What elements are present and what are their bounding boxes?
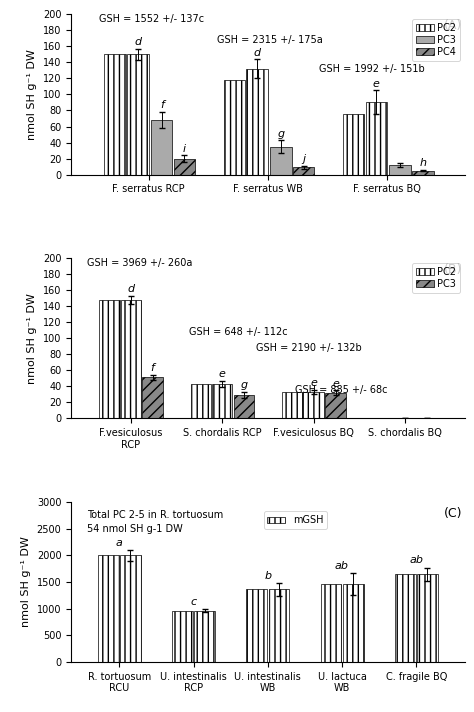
Text: c: c — [191, 597, 197, 607]
Bar — [293, 167, 314, 174]
Text: b: b — [264, 571, 272, 581]
Text: e: e — [332, 379, 339, 389]
Text: (A): (A) — [444, 19, 463, 32]
Text: d: d — [134, 37, 141, 47]
Text: e: e — [219, 369, 226, 379]
Bar — [412, 171, 434, 174]
Text: Total PC 2-5 in R. tortuosum: Total PC 2-5 in R. tortuosum — [87, 510, 223, 520]
Bar — [191, 384, 211, 419]
Bar — [246, 590, 267, 662]
Text: GSH = 3969 +/- 260a: GSH = 3969 +/- 260a — [87, 258, 192, 268]
Text: a: a — [116, 538, 123, 548]
Bar — [390, 165, 411, 174]
Bar — [120, 300, 141, 419]
Text: (C): (C) — [444, 507, 463, 520]
Bar — [270, 147, 292, 174]
Bar — [417, 575, 438, 662]
Text: GSH = 1992 +/- 151b: GSH = 1992 +/- 151b — [319, 64, 425, 74]
Bar — [194, 611, 215, 662]
Bar — [127, 54, 148, 174]
Text: GSH = 2315 +/- 175a: GSH = 2315 +/- 175a — [217, 35, 322, 45]
Legend: PC2, PC3: PC2, PC3 — [412, 263, 460, 293]
Text: e: e — [373, 79, 380, 89]
Text: d: d — [127, 284, 134, 294]
Text: ab: ab — [409, 555, 423, 565]
Bar — [224, 80, 245, 174]
Legend: mGSH: mGSH — [264, 511, 327, 529]
Bar — [395, 575, 416, 662]
Bar — [269, 590, 289, 662]
Bar — [173, 159, 195, 174]
Bar — [246, 69, 268, 174]
Y-axis label: nmol SH g⁻¹ DW: nmol SH g⁻¹ DW — [27, 293, 37, 384]
Bar — [143, 377, 163, 419]
Text: ab: ab — [335, 561, 349, 571]
Bar — [120, 555, 141, 662]
Bar — [343, 115, 365, 174]
Bar — [212, 384, 232, 419]
Bar — [343, 584, 364, 662]
Text: 54 nmol SH g-1 DW: 54 nmol SH g-1 DW — [87, 524, 182, 534]
Bar — [303, 392, 324, 419]
Text: GSH = 648 +/- 112c: GSH = 648 +/- 112c — [189, 327, 288, 337]
Text: GSH = 2190 +/- 132b: GSH = 2190 +/- 132b — [256, 343, 362, 353]
Text: i: i — [183, 144, 186, 154]
Bar — [172, 611, 193, 662]
Text: j: j — [302, 155, 305, 164]
Y-axis label: nmol SH g⁻¹ DW: nmol SH g⁻¹ DW — [21, 537, 31, 627]
Bar — [104, 54, 126, 174]
Bar — [100, 300, 119, 419]
Text: (B): (B) — [444, 263, 463, 276]
Text: GSH = 885 +/- 68c: GSH = 885 +/- 68c — [295, 384, 388, 394]
Y-axis label: nmol SH g⁻¹ DW: nmol SH g⁻¹ DW — [27, 49, 37, 140]
Bar — [326, 393, 346, 419]
Text: g: g — [277, 129, 284, 139]
Text: d: d — [254, 48, 261, 58]
Bar — [234, 395, 254, 419]
Legend: PC2, PC3, PC4: PC2, PC3, PC4 — [412, 19, 460, 61]
Bar — [365, 103, 387, 174]
Bar — [283, 392, 302, 419]
Text: e: e — [310, 378, 317, 388]
Bar — [320, 584, 341, 662]
Text: GSH = 1552 +/- 137c: GSH = 1552 +/- 137c — [99, 14, 204, 24]
Text: f: f — [151, 364, 155, 374]
Text: g: g — [240, 380, 247, 390]
Bar — [98, 555, 118, 662]
Text: h: h — [419, 158, 426, 168]
Bar — [151, 120, 173, 174]
Text: f: f — [160, 100, 164, 110]
